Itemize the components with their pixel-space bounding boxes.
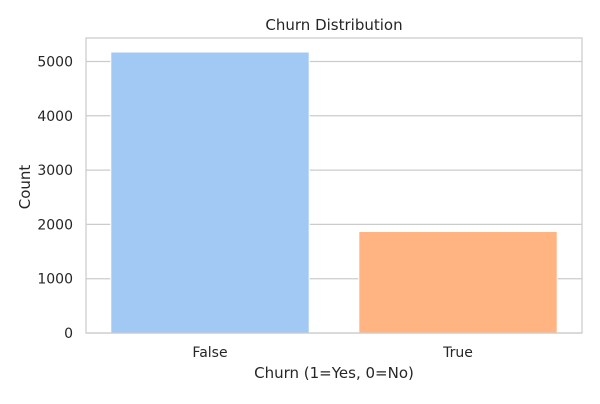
y-tick-labels: 0 1000 2000 3000 4000 5000	[37, 54, 73, 342]
x-tick-label: True	[442, 345, 473, 361]
bars	[110, 51, 558, 334]
y-tick-label: 5000	[37, 54, 73, 70]
x-tick-label: False	[192, 345, 227, 361]
bar-true	[358, 230, 558, 334]
plot-frame	[85, 37, 583, 334]
y-tick-label: 0	[64, 326, 73, 342]
y-tick-label: 4000	[37, 109, 73, 125]
y-tick-label: 1000	[37, 272, 73, 288]
chart-title: Churn Distribution	[265, 16, 402, 34]
x-axis-label: Churn (1=Yes, 0=No)	[254, 364, 414, 382]
y-axis-label: Count	[16, 165, 34, 210]
y-tick-label: 2000	[37, 217, 73, 233]
y-tick-label: 3000	[37, 163, 73, 179]
x-tick-labels: False True	[192, 345, 472, 361]
bar-false	[110, 51, 310, 334]
